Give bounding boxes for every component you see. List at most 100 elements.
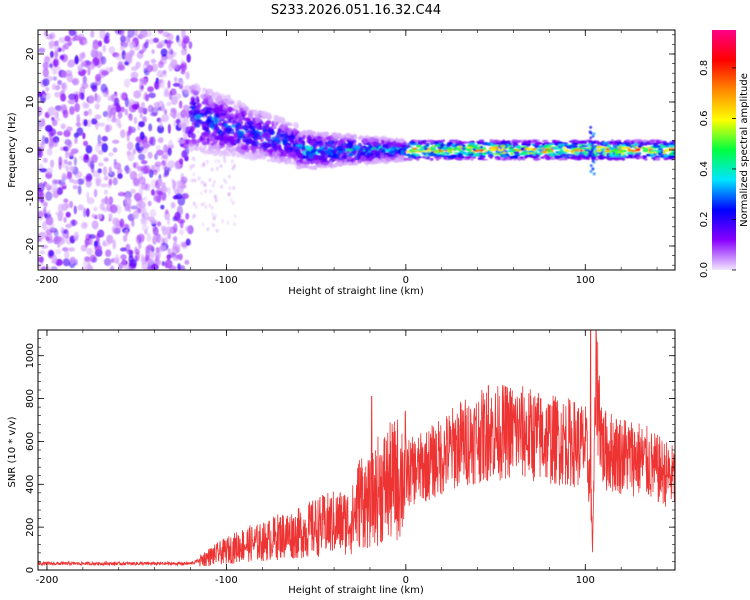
spectrogram-cell — [285, 158, 293, 164]
spectrogram-cell — [205, 126, 210, 133]
spectrogram-cell — [82, 39, 88, 45]
spectrogram-cell — [86, 247, 94, 256]
spectrogram-cell — [141, 225, 149, 232]
spectrogram-cell — [129, 50, 134, 58]
spectrogram-cell — [164, 259, 173, 269]
spectrogram-cell — [116, 204, 122, 215]
spectrogram-cell — [53, 187, 57, 198]
spectrogram-cell — [484, 149, 488, 152]
spectrogram-cell — [543, 141, 551, 145]
spectrogram-cell — [252, 154, 259, 158]
spectrogram-cell — [65, 223, 73, 229]
spectrogram-cell — [430, 158, 434, 160]
spectrogram-cell — [208, 177, 212, 182]
spectrogram-cell — [103, 36, 110, 44]
spectrogram-cell — [117, 173, 123, 179]
spectrogram-cell — [215, 228, 219, 233]
spectrogram-cell — [128, 102, 132, 112]
spectrogram-cell — [476, 152, 481, 157]
spectrogram-cell — [206, 227, 210, 232]
spectrogram-cell — [288, 128, 292, 136]
spectrogram-cell — [65, 211, 71, 218]
spectrogram-cell — [149, 112, 158, 117]
spectrogram-cell — [161, 191, 167, 202]
spectrogram-cell — [313, 135, 319, 139]
figure-title: S233.2026.051.16.32.C44 — [271, 3, 441, 18]
spectrogram-cell — [133, 162, 139, 169]
spectrogram-cell — [369, 136, 376, 143]
spectrogram-cell — [372, 141, 378, 147]
snr-ytick-label: 200 — [25, 518, 36, 537]
spectrogram-cell — [63, 42, 70, 50]
spectrogram-cell — [147, 200, 152, 207]
spectrogram-cell — [114, 53, 123, 61]
spectrogram-cell — [354, 154, 361, 161]
spectrogram-cell — [78, 33, 85, 39]
spectrogram-cell — [124, 97, 130, 108]
spectrogram-cell — [149, 250, 156, 259]
spectrogram-cell — [58, 210, 64, 218]
spectrogram-cell — [507, 150, 514, 153]
spectrogram-cell — [122, 234, 128, 242]
spectrogram-cell — [455, 140, 460, 144]
spectrogram-cell — [44, 124, 53, 132]
spectrogram-cell — [458, 156, 465, 159]
spectrogram-cell — [168, 47, 173, 55]
spectrogram-cell — [62, 232, 67, 239]
spectrogram-cell — [360, 155, 367, 161]
spectrogram-cell — [80, 53, 85, 60]
spectrogram-cell — [305, 164, 309, 169]
spectrogram-ytick-label: -10 — [25, 190, 36, 206]
spectrogram-cell — [68, 30, 76, 37]
spectrogram-cell — [67, 99, 76, 105]
spectrogram-cell — [93, 206, 98, 212]
spectrogram-cell — [39, 168, 48, 173]
spectrogram-cell — [135, 61, 141, 69]
spectrogram-cell — [448, 139, 456, 142]
spectrogram-cell — [84, 241, 89, 248]
spectrogram-cell — [114, 97, 120, 107]
spectrogram-cell — [42, 78, 50, 87]
spectrogram-cell — [227, 100, 235, 105]
spectrogram-cell — [226, 113, 232, 119]
spectrogram-cell — [203, 98, 208, 104]
spectrogram-cell — [145, 39, 150, 45]
spectrogram-cell — [229, 197, 233, 202]
spectrogram-cell — [80, 221, 88, 230]
colorbar-tick-label: 0.0 — [699, 262, 710, 278]
spectrogram-cell — [119, 92, 127, 101]
spectrogram-cell — [66, 203, 70, 209]
spectrogram-cell — [103, 189, 108, 195]
spectrogram-cell — [196, 130, 200, 135]
spectrogram-cell — [98, 149, 104, 155]
spectrogram-cell — [164, 166, 170, 175]
spectrogram-cell — [108, 166, 112, 174]
spectrogram-cell — [462, 147, 466, 151]
spectrogram-cell — [357, 159, 363, 164]
spectrogram-cell — [167, 147, 172, 156]
spectrogram-cell — [589, 164, 593, 168]
spectrogram-cell — [124, 196, 132, 207]
spectrogram-cell — [470, 157, 474, 161]
spectrogram-cell — [403, 157, 409, 161]
spectrogram-cell — [124, 108, 129, 116]
spectrogram-cell — [163, 144, 168, 154]
spectrogram-cell — [231, 120, 237, 124]
spectrogram-cell — [310, 161, 314, 165]
spectrogram-cell — [117, 111, 123, 119]
spectrogram-cell — [179, 228, 184, 236]
spectrogram-cell — [39, 250, 46, 255]
spectrogram-cell — [410, 150, 417, 153]
spectrogram-cell — [157, 125, 165, 134]
spectrogram-cell — [85, 175, 89, 182]
spectrogram-cell — [352, 144, 360, 150]
spectrogram-cell — [60, 226, 64, 234]
spectrogram-cell — [71, 77, 80, 86]
spectrogram-cell — [168, 91, 173, 101]
spectrogram-cell — [65, 149, 69, 159]
spectrogram-cell — [345, 132, 352, 139]
spectrogram-cell — [132, 210, 139, 220]
spectrogram-cell — [411, 147, 418, 150]
spectrogram-xlabel: Height of straight line (km) — [288, 286, 424, 297]
spectrogram-cell — [459, 149, 464, 153]
